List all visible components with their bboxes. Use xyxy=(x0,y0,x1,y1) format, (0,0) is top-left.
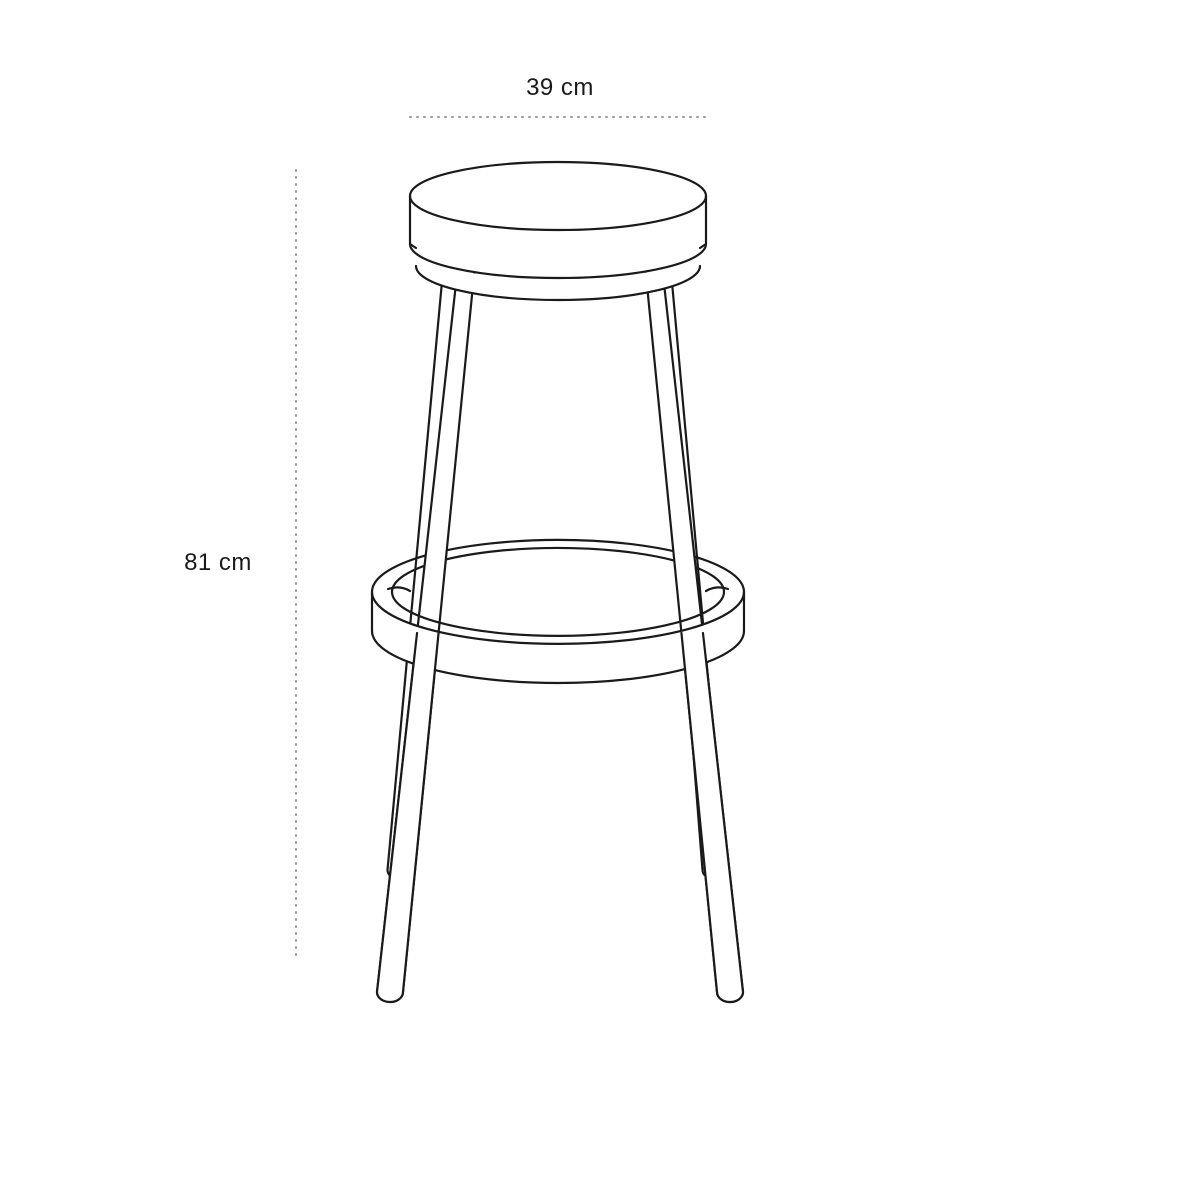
width-label: 39 cm xyxy=(526,74,594,101)
leg-front-right-lower xyxy=(681,633,743,1002)
seat xyxy=(410,162,706,300)
stool-dimension-diagram: 39 cm 81 cm xyxy=(0,0,1200,1200)
height-label: 81 cm xyxy=(184,549,252,576)
stool-drawing xyxy=(372,162,744,1002)
